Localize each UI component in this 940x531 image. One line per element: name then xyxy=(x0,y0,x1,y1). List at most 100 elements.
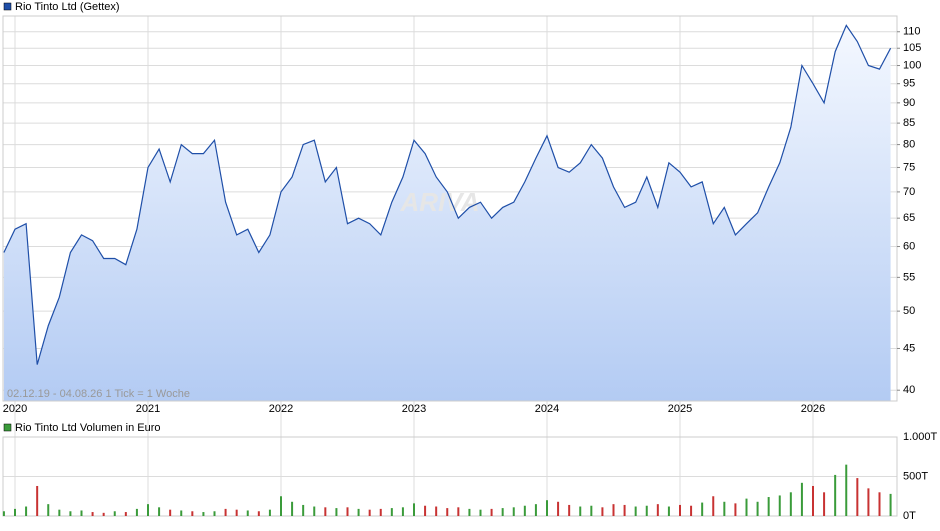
x-tick-label: 2021 xyxy=(136,403,160,415)
volume-bar xyxy=(424,505,427,516)
volume-bar xyxy=(756,501,759,516)
volume-bar xyxy=(612,504,615,516)
y-tick-label: 95 xyxy=(903,78,915,90)
volume-bar xyxy=(357,508,360,516)
y-tick-label: 1.000T xyxy=(903,431,938,443)
volume-bar xyxy=(379,508,382,516)
volume-bar xyxy=(91,512,94,516)
volume-bar xyxy=(58,509,61,516)
volume-bar xyxy=(490,508,493,516)
volume-bar xyxy=(413,503,415,516)
volume-bar xyxy=(601,507,604,516)
volume-bar xyxy=(479,509,482,516)
volume-bar xyxy=(158,507,161,516)
volume-bar xyxy=(124,512,127,516)
y-tick-label: 100 xyxy=(903,59,921,71)
volume-bar xyxy=(202,512,205,516)
volume-bar xyxy=(889,493,892,516)
volume-bar xyxy=(690,505,693,516)
volume-bar xyxy=(523,505,526,516)
volume-bar xyxy=(435,506,438,516)
volume-bar xyxy=(335,508,338,516)
y-tick-label: 90 xyxy=(903,97,915,109)
volume-bar xyxy=(701,502,704,516)
volume-bar xyxy=(812,485,814,516)
volume-bar xyxy=(579,506,582,516)
volume-bar xyxy=(823,492,826,516)
volume-bar xyxy=(224,508,227,516)
volume-bar xyxy=(191,511,194,516)
volume-bar xyxy=(800,482,803,516)
volume-bar xyxy=(645,505,648,516)
y-tick-label: 65 xyxy=(903,212,915,224)
volume-bar xyxy=(845,464,848,516)
volume-bar xyxy=(723,501,726,516)
volume-bar xyxy=(767,497,770,516)
volume-frame xyxy=(2,436,898,517)
volume-bar xyxy=(634,506,637,516)
volume-bar xyxy=(246,510,249,516)
volume-bar xyxy=(789,492,792,516)
volume-bar xyxy=(534,504,537,516)
x-tick-label: 2025 xyxy=(668,403,692,415)
volume-bar xyxy=(368,509,371,516)
volume-bar xyxy=(213,511,216,516)
volume-bar xyxy=(180,510,183,516)
volume-bar xyxy=(856,478,859,516)
legend-swatch xyxy=(3,423,12,432)
volume-bar xyxy=(623,504,626,516)
x-tick-label: 2026 xyxy=(801,403,825,415)
volume-bar xyxy=(147,504,149,516)
x-tick-label: 2020 xyxy=(3,403,27,415)
y-tick-label: 60 xyxy=(903,240,915,252)
volume-bar xyxy=(501,508,504,516)
volume-bar xyxy=(568,504,571,516)
volume-bar xyxy=(656,504,659,516)
price-line xyxy=(3,24,892,365)
volume-bar xyxy=(734,503,737,516)
volume-bar xyxy=(280,496,282,516)
y-tick-label: 55 xyxy=(903,271,915,283)
volume-bar xyxy=(346,507,349,516)
volume-bar xyxy=(14,508,16,516)
volume-bar xyxy=(867,488,870,516)
volume-bar xyxy=(712,496,715,516)
volume-bar xyxy=(878,492,881,516)
y-tick-label: 40 xyxy=(903,384,915,396)
x-tick-label: 2022 xyxy=(269,403,293,415)
volume-bar xyxy=(745,498,748,516)
volume-bar xyxy=(457,507,460,516)
volume-bar xyxy=(47,504,50,516)
volume-bar xyxy=(291,501,294,516)
legend-label: Rio Tinto Ltd (Gettex) xyxy=(15,1,120,13)
y-tick-label: 500T xyxy=(903,470,928,482)
volume-bar xyxy=(302,504,305,516)
volume-bar xyxy=(25,506,28,516)
volume-bar xyxy=(667,506,670,516)
volume-bar xyxy=(135,508,138,516)
area xyxy=(3,25,891,402)
price-frame xyxy=(2,15,898,402)
volume-bar xyxy=(36,485,39,516)
volume-bar xyxy=(235,509,238,516)
watermark: ARIVA xyxy=(400,187,480,217)
volume-bar xyxy=(169,509,172,516)
volume-bar xyxy=(590,505,593,516)
footer-note: 02.12.19 - 04.08.26 1 Tick = 1 Woche xyxy=(7,388,190,400)
volume-bar xyxy=(102,512,105,516)
volume-bar xyxy=(468,508,471,516)
volume-bar xyxy=(390,508,393,516)
y-tick-label: 50 xyxy=(903,305,915,317)
legend-swatch xyxy=(3,2,12,11)
volume-bar xyxy=(257,511,260,516)
y-tick-label: 80 xyxy=(903,138,915,150)
volume-bar xyxy=(401,507,404,516)
volume-bar xyxy=(80,510,83,516)
y-tick-label: 45 xyxy=(903,342,915,354)
y-tick-label: 0T xyxy=(903,510,916,522)
volume-bar xyxy=(778,495,781,516)
x-tick-label: 2023 xyxy=(402,403,426,415)
volume-bar xyxy=(546,500,548,516)
volume-bar xyxy=(2,511,5,516)
